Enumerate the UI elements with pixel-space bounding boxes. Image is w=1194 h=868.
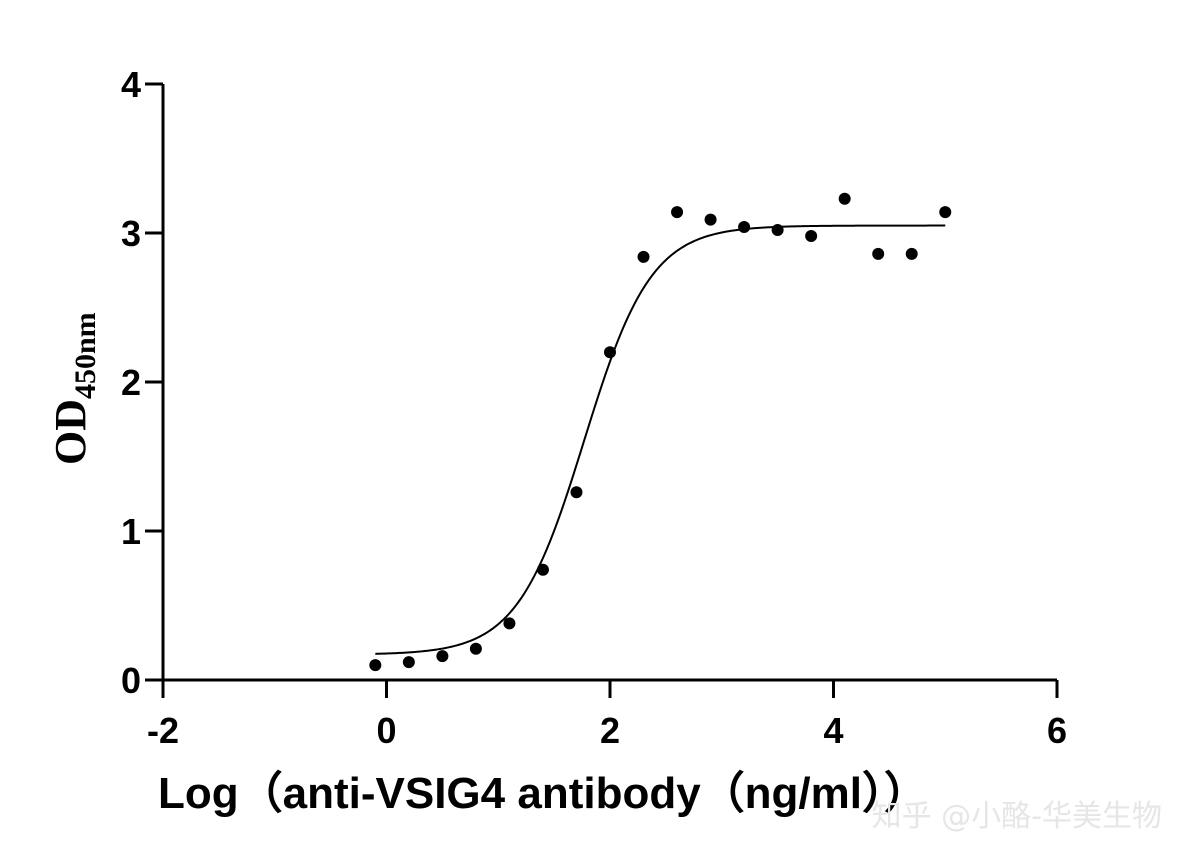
data-point (872, 247, 885, 260)
data-point (905, 247, 918, 260)
data-point (469, 642, 482, 655)
x-tick-label: 6 (1047, 710, 1067, 751)
y-tick-label: 1 (121, 511, 141, 552)
x-ticks: -2 0 2 4 6 (147, 680, 1067, 751)
y-tick-label: 4 (121, 64, 141, 105)
axes (161, 84, 1057, 682)
y-ticks: 0 1 2 3 4 (121, 64, 163, 701)
data-point (436, 650, 449, 663)
data-point (570, 486, 583, 499)
x-tick-label: -2 (147, 710, 179, 751)
data-point (771, 224, 784, 237)
data-point (738, 221, 751, 234)
data-point (604, 346, 616, 359)
watermark: 知乎 @小酪-华美生物 (872, 799, 1162, 834)
y-tick-label: 2 (121, 362, 141, 403)
data-point (503, 617, 516, 630)
x-tick-label: 0 (376, 710, 396, 751)
data-point (671, 206, 684, 219)
y-tick-label: 3 (121, 213, 141, 254)
data-point (637, 250, 650, 263)
y-tick-label: 0 (121, 660, 141, 701)
data-point (536, 563, 549, 576)
data-point (369, 659, 382, 672)
x-axis-label: Log（anti-VSIG4 antibody（ng/ml）） (158, 769, 928, 818)
y-axis-label: OD450nm (46, 312, 102, 465)
data-point (805, 229, 818, 242)
x-tick-label: 4 (823, 710, 843, 751)
data-point (939, 206, 952, 219)
fit-curve (375, 224, 946, 655)
x-tick-label: 2 (600, 710, 620, 751)
data-point (838, 192, 851, 205)
data-points (369, 192, 952, 672)
data-point (402, 656, 415, 669)
data-point (704, 213, 717, 226)
